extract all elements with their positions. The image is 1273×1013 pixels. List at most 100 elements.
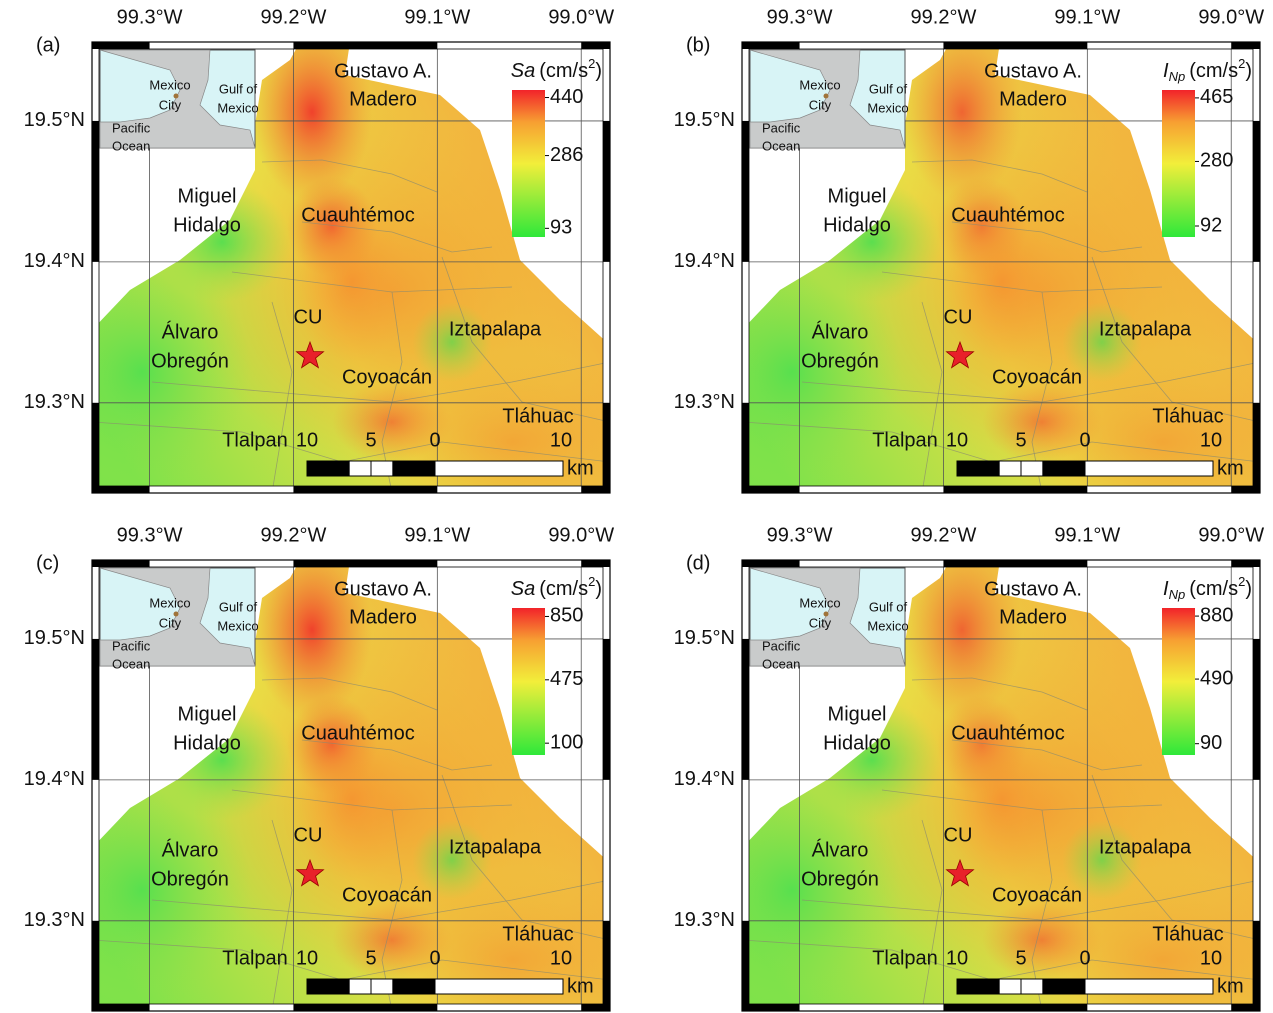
colorbar-tick-label: 490 — [1200, 667, 1233, 689]
scale-segment — [434, 978, 564, 995]
station-star — [945, 858, 975, 887]
place-label: Tláhuac — [502, 923, 573, 945]
field-patch — [1062, 820, 1142, 900]
frame-segment — [581, 42, 610, 49]
x-tick-label: 99.2°W — [911, 6, 977, 28]
frame-segment — [943, 42, 1088, 49]
frame-segment — [943, 1004, 1088, 1011]
colorbar — [512, 90, 545, 237]
place-label: Hidalgo — [173, 732, 241, 754]
place-label: Coyoacán — [342, 884, 432, 906]
place-label: Miguel — [178, 185, 237, 207]
scale-unit: km — [567, 975, 594, 997]
frame-inner — [748, 48, 1254, 487]
y-tick-label: 19.4°N — [674, 768, 735, 790]
frame-segment — [92, 560, 150, 567]
x-tick-label: 99.1°W — [1054, 6, 1120, 28]
x-tick-label: 99.3°W — [117, 6, 183, 28]
scale-segment — [392, 461, 435, 476]
borough-border — [1091, 256, 1260, 423]
x-tick-label: 99.0°W — [548, 6, 614, 28]
borough-border — [801, 879, 1260, 921]
frame-segment — [742, 920, 749, 1011]
inset-label: City — [809, 615, 832, 630]
frame-segment — [581, 560, 610, 567]
x-tick-label: 99.1°W — [404, 6, 470, 28]
scale-segment — [1084, 978, 1214, 995]
inset-city — [173, 93, 179, 99]
scale-segment — [957, 979, 1000, 994]
field-patch — [292, 202, 412, 362]
borough-border — [301, 739, 493, 771]
x-tick-label: 99.3°W — [767, 524, 833, 546]
borough-border — [231, 789, 513, 811]
place-label: Gustavo A. — [984, 60, 1082, 82]
scale-segment — [1084, 460, 1214, 477]
colorbar-close: ) — [595, 578, 602, 600]
y-tick-label: 19.3°N — [674, 391, 735, 413]
x-tick-label: 99.2°W — [261, 524, 327, 546]
y-tick-label: 19.4°N — [674, 250, 735, 272]
inset-label: Gulf of — [869, 81, 908, 96]
place-label: Madero — [349, 88, 417, 110]
place-label: CU — [294, 306, 323, 328]
field-patch — [252, 42, 372, 202]
station-star — [295, 858, 325, 887]
place-label: Cuauhtémoc — [301, 722, 414, 744]
x-tick-label: 99.0°W — [1198, 6, 1264, 28]
place-label: Álvaro — [812, 320, 869, 343]
place-label: Coyoacán — [992, 366, 1082, 388]
place-label: Obregón — [801, 350, 879, 372]
colorbar-close: ) — [1245, 60, 1252, 82]
place-label: Cuauhtémoc — [301, 204, 414, 226]
place-label: Tláhuac — [1152, 923, 1223, 945]
borough-border — [881, 271, 1163, 293]
frame-segment — [92, 42, 150, 49]
colorbar-close: ) — [1245, 578, 1252, 600]
place-label: Iztapalapa — [1099, 836, 1192, 858]
inset-label: City — [809, 97, 832, 112]
borough-border — [951, 739, 1143, 771]
place-label: Cuauhtémoc — [951, 722, 1064, 744]
borough-border — [921, 819, 943, 1011]
scale-segment — [434, 460, 564, 477]
inset-city — [823, 611, 829, 617]
place-label: Tlalpan — [222, 947, 288, 969]
scale-unit: km — [1217, 975, 1244, 997]
frame-outline — [741, 41, 1261, 494]
place-label: Gustavo A. — [334, 578, 432, 600]
inset-label: Pacific — [112, 120, 151, 135]
field-patch — [742, 252, 902, 492]
y-tick-label: 19.3°N — [24, 391, 85, 413]
place-label: Madero — [999, 606, 1067, 628]
panel-label: (c) — [36, 552, 59, 574]
frame-segment — [92, 120, 99, 262]
scale-label: 10 — [946, 429, 968, 451]
colorbar-unit: (cm/s — [539, 578, 588, 600]
frame-segment — [742, 402, 749, 493]
inset-map: Mexico City Gulf of Mexico Pacific Ocean — [99, 567, 259, 671]
colorbar-symbol: Sa — [511, 578, 535, 600]
scale-unit: km — [1217, 457, 1244, 479]
field-patch — [92, 252, 252, 492]
colorbar-tick-label: 465 — [1200, 86, 1233, 108]
field-patch — [92, 770, 252, 1010]
scale-segment — [1042, 979, 1085, 994]
borough-border — [261, 159, 438, 193]
y-tick-label: 19.5°N — [24, 109, 85, 131]
inset-label: Ocean — [762, 138, 800, 153]
colorbar-tick-label: 286 — [550, 144, 583, 166]
frame-segment — [581, 486, 610, 493]
place-label: Miguel — [178, 703, 237, 725]
borough-border — [441, 256, 610, 423]
y-tick-label: 19.5°N — [674, 627, 735, 649]
scale-segment — [392, 979, 435, 994]
borough-border — [801, 361, 1260, 403]
x-tick-label: 99.1°W — [404, 524, 470, 546]
scale-label: 5 — [1015, 429, 1026, 451]
map-panel: (b) 99.3°W 99.2°W 99.1°W 99.0°W 19.5°N 19.4°N 1… — [674, 6, 1264, 494]
scale-label: 0 — [429, 429, 440, 451]
frame-inner — [748, 566, 1254, 1005]
colorbar-exponent: 2 — [1238, 574, 1245, 589]
